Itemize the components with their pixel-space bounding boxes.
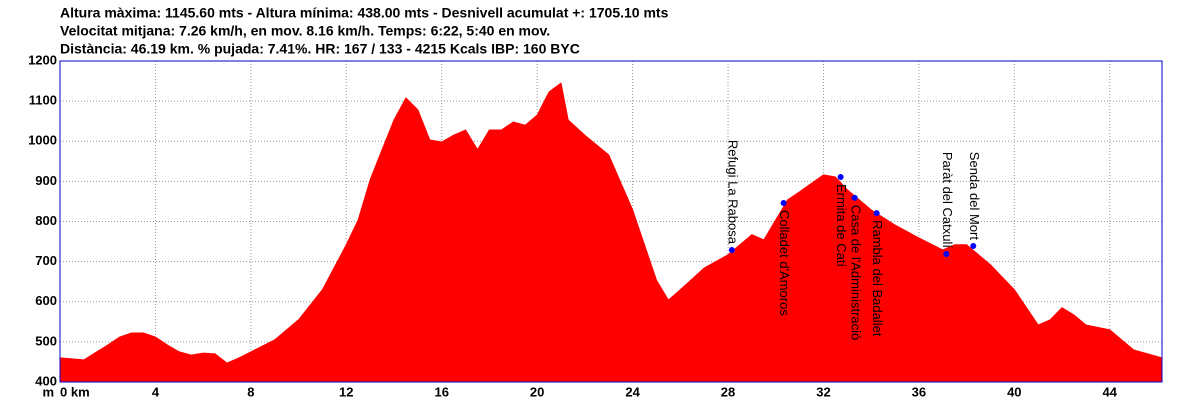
y-tick-label: 1100 [29,93,57,108]
x-tick-label: 12 [339,384,353,399]
x-tick-label: 20 [530,384,544,399]
y-tick-label: 1000 [28,133,57,148]
x-tick-label: 8 [247,384,254,399]
x-tick-label: 36 [912,384,926,399]
waypoint [851,194,858,201]
y-tick-label: 700 [35,253,57,268]
waypoint-label: Paràt del Catxulí [940,152,955,248]
waypoint [943,251,950,258]
x-tick-label: 28 [721,384,735,399]
y-tick-label: 1200 [28,52,57,67]
waypoint-label: Colladet d'Amoros [777,210,792,316]
waypoint-label: Senda del Mort [967,152,982,241]
x-tick-label: 44 [1103,384,1118,399]
waypoint-label: Casa de l'Administració [848,205,863,340]
y-tick-label: 900 [35,173,57,188]
waypoint-label: Refugi La Rabosa [725,140,740,245]
x-tick-label: 24 [625,384,640,399]
x-tick-label: 32 [816,384,830,399]
y-tick-label: 400 [35,373,57,388]
waypoint [728,246,735,253]
y-tick-label: 600 [35,293,57,308]
waypoint-label: Rambla del Badallet [870,220,885,337]
y-tick-label: 500 [35,333,57,348]
y-tick-label: 800 [35,213,57,228]
plot-frame [59,60,1163,383]
y-axis-unit: m [42,384,54,399]
x-tick-label: 40 [1007,384,1021,399]
header-line: Distància: 46.19 km. % pujada: 7.41%. HR… [60,41,580,57]
header-line: Altura màxima: 1145.60 mts - Altura míni… [60,5,669,21]
x-tick-label: 0 km [60,384,90,399]
x-tick-label: 16 [434,384,448,399]
x-tick-label: 4 [152,384,160,399]
elevation-area [59,82,1163,383]
waypoint [970,242,977,249]
header-line: Velocitat mitjana: 7.26 km/h, en mov. 8.… [60,23,550,39]
waypoint [873,210,880,217]
waypoint [837,173,844,180]
waypoint [780,200,787,207]
waypoint-label: Ermita de Catí [834,184,849,267]
